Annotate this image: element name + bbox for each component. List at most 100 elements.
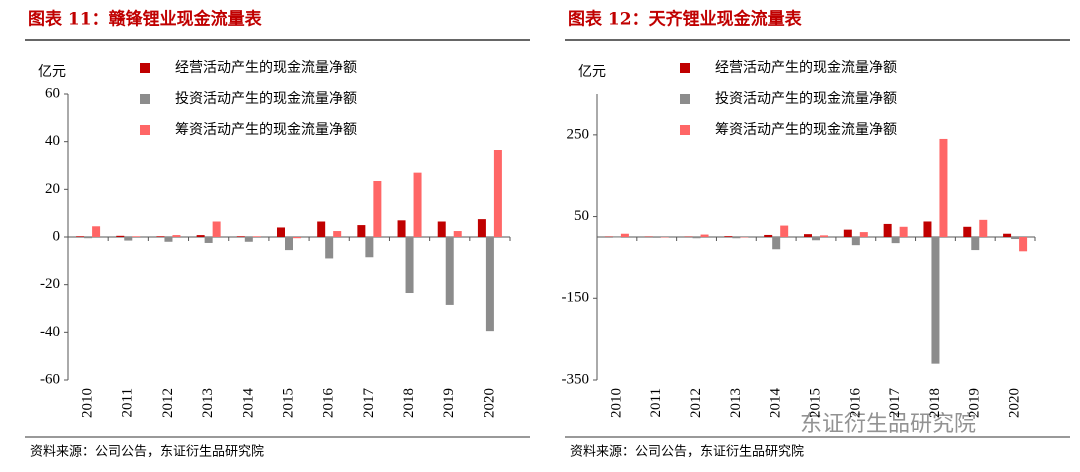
legend-swatch xyxy=(680,94,690,104)
x-tick-label: 2017 xyxy=(887,388,903,419)
bar xyxy=(124,237,133,241)
bar xyxy=(891,237,900,244)
legend-label: 筹资活动产生的现金流量净额 xyxy=(175,121,357,138)
x-tick-label: 2011 xyxy=(648,388,664,417)
bar xyxy=(812,237,820,241)
legend-swatch xyxy=(140,94,150,104)
bar xyxy=(859,232,868,237)
bar xyxy=(485,237,494,332)
bar xyxy=(445,237,454,305)
bar xyxy=(196,235,205,237)
x-tick-label: 2014 xyxy=(240,388,256,419)
bar xyxy=(477,219,486,237)
x-tick-label: 2015 xyxy=(280,388,296,418)
bar xyxy=(764,234,773,237)
legend-swatch xyxy=(140,125,150,135)
source-note: 资料来源：公司公告，东证衍生品研究院 xyxy=(570,445,804,460)
y-tick-label: -20 xyxy=(40,276,60,292)
bar xyxy=(357,225,366,237)
chart-title: 图表 11：赣锋锂业现金流量表 xyxy=(28,9,263,30)
bar xyxy=(333,231,342,237)
y-tick-label: 60 xyxy=(45,85,60,101)
y-tick-label: -150 xyxy=(562,290,590,306)
x-tick-label: 2015 xyxy=(807,388,823,418)
bar xyxy=(1011,237,1020,240)
legend-label: 投资活动产生的现金流量净额 xyxy=(715,91,897,107)
bar xyxy=(212,221,221,237)
y-tick-label: -60 xyxy=(40,371,60,387)
bar xyxy=(939,138,948,237)
x-tick-label: 2019 xyxy=(967,388,983,418)
bar xyxy=(116,235,125,237)
y-axis-unit: 亿元 xyxy=(38,64,66,80)
legend-label: 筹资活动产生的现金流量净额 xyxy=(715,121,897,138)
x-tick-label: 2013 xyxy=(200,388,216,418)
bar xyxy=(204,237,213,243)
bar xyxy=(413,172,422,237)
bar xyxy=(325,237,334,259)
bar xyxy=(1019,237,1028,252)
bar xyxy=(453,231,462,237)
bar xyxy=(405,237,414,294)
bar xyxy=(620,233,629,237)
bar xyxy=(277,227,285,237)
bar xyxy=(780,225,789,237)
bar xyxy=(244,237,253,242)
y-tick-label: -40 xyxy=(40,324,60,340)
bar xyxy=(652,237,661,238)
bar xyxy=(84,237,93,239)
bar xyxy=(132,236,141,237)
bar xyxy=(843,229,852,237)
bar xyxy=(804,234,812,237)
bar xyxy=(1003,233,1012,237)
x-tick-label: 2012 xyxy=(688,388,704,418)
watermark: 东证衍生品研究院 xyxy=(800,412,976,437)
bar xyxy=(293,237,301,239)
legend-label: 经营活动产生的现金流量净额 xyxy=(175,60,357,76)
bar xyxy=(899,226,908,237)
x-tick-label: 2017 xyxy=(361,388,377,419)
x-tick-label: 2011 xyxy=(120,388,136,417)
x-tick-label: 2014 xyxy=(768,388,784,419)
bar xyxy=(724,236,733,237)
chart-title: 图表 12：天齐锂业现金流量表 xyxy=(568,9,803,30)
legend-swatch xyxy=(680,125,690,135)
x-tick-label: 2010 xyxy=(80,388,96,418)
x-tick-label: 2012 xyxy=(160,388,176,418)
bar xyxy=(397,220,406,237)
x-tick-label: 2016 xyxy=(321,388,337,419)
bar xyxy=(437,221,446,237)
bar xyxy=(92,226,101,237)
legend-label: 投资活动产生的现金流量净额 xyxy=(175,91,357,107)
y-tick-label: 250 xyxy=(567,126,590,142)
bar xyxy=(285,237,293,251)
bar xyxy=(252,236,261,237)
legend-swatch xyxy=(680,63,690,73)
bar xyxy=(164,237,173,242)
x-tick-label: 2020 xyxy=(481,388,497,418)
bar xyxy=(772,237,781,250)
bar xyxy=(317,221,326,237)
source-note: 资料来源：公司公告，东证衍生品研究院 xyxy=(30,445,264,460)
bar xyxy=(931,237,940,364)
y-tick-label: 20 xyxy=(45,181,60,197)
bar xyxy=(692,237,701,239)
legend-label: 经营活动产生的现金流量净额 xyxy=(715,60,897,76)
x-tick-label: 2016 xyxy=(847,388,863,419)
bar xyxy=(156,236,165,237)
bar xyxy=(493,150,502,237)
bar xyxy=(172,235,181,237)
bar xyxy=(963,226,972,237)
bar xyxy=(923,221,932,237)
bar xyxy=(732,237,741,239)
bar xyxy=(76,236,85,237)
y-tick-label: 50 xyxy=(574,208,589,224)
y-tick-label: 0 xyxy=(53,228,61,244)
bar xyxy=(365,237,374,258)
bar xyxy=(700,234,709,237)
x-tick-label: 2020 xyxy=(1007,388,1023,418)
y-tick-label: -350 xyxy=(562,371,590,387)
bar xyxy=(851,237,860,246)
bar xyxy=(236,236,245,237)
